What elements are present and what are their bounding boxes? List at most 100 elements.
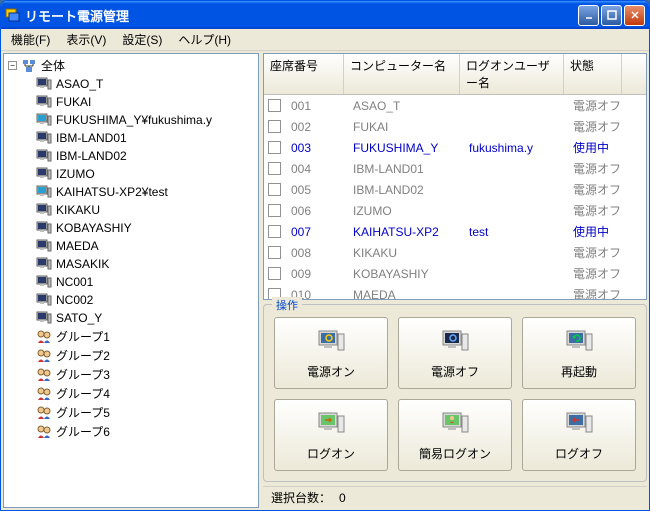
power-off-label: 電源オフ <box>431 363 479 380</box>
easy-logon-icon <box>439 409 471 441</box>
tree-item[interactable]: SATO_Y <box>6 309 256 327</box>
tree-item[interactable]: ASAO_T <box>6 75 256 93</box>
menu-help[interactable]: ヘルプ(H) <box>170 29 239 50</box>
list-row[interactable]: 002FUKAI電源オフ <box>264 116 646 137</box>
logoff-label: ログオフ <box>555 445 603 462</box>
cell-state: 電源オフ <box>567 285 625 300</box>
power-on-label: 電源オン <box>307 363 355 380</box>
list-row[interactable]: 004IBM-LAND01電源オフ <box>264 158 646 179</box>
reboot-icon <box>563 327 595 359</box>
list-row[interactable]: 008KIKAKU電源オフ <box>264 242 646 263</box>
tree-item-label: FUKAI <box>56 95 91 109</box>
tree-item[interactable]: IBM-LAND02 <box>6 147 256 165</box>
network-icon <box>21 58 37 74</box>
reboot-label: 再起動 <box>561 363 597 380</box>
cell-state: 電源オフ <box>567 180 625 199</box>
tree-item[interactable]: グループ2 <box>6 346 256 365</box>
tree-item[interactable]: IZUMO <box>6 165 256 183</box>
tree-item[interactable]: NC001 <box>6 273 256 291</box>
app-window: リモート電源管理 機能(F) 表示(V) 設定(S) ヘルプ(H) − 全体 A… <box>0 0 650 511</box>
col-state[interactable]: 状態 <box>564 54 622 94</box>
cell-user <box>463 273 567 275</box>
tree-item-label: グループ1 <box>56 328 110 345</box>
tree-item[interactable]: グループ6 <box>6 422 256 441</box>
tree-item-label: NC001 <box>56 275 93 289</box>
cell-user <box>463 252 567 254</box>
menu-setting[interactable]: 設定(S) <box>114 29 170 50</box>
tree-item[interactable]: グループ3 <box>6 365 256 384</box>
tree-item[interactable]: IBM-LAND01 <box>6 129 256 147</box>
cell-state: 電源オフ <box>567 96 625 115</box>
row-checkbox[interactable] <box>268 225 281 238</box>
power-off-button[interactable]: 電源オフ <box>398 317 512 389</box>
easy-logon-button[interactable]: 簡易ログオン <box>398 399 512 471</box>
tree-item-label: KOBAYASHIY <box>56 221 132 235</box>
reboot-button[interactable]: 再起動 <box>522 317 636 389</box>
titlebar[interactable]: リモート電源管理 <box>1 1 649 29</box>
row-checkbox[interactable] <box>268 99 281 112</box>
cell-state: 使用中 <box>567 222 625 241</box>
list-row[interactable]: 001ASAO_T電源オフ <box>264 95 646 116</box>
list-header: 座席番号 コンピューター名 ログオンユーザー名 状態 <box>264 54 646 95</box>
power-on-icon <box>315 327 347 359</box>
close-button[interactable] <box>624 5 645 26</box>
right-panel: 座席番号 コンピューター名 ログオンユーザー名 状態 001ASAO_T電源オフ… <box>263 53 647 508</box>
logon-button[interactable]: ログオン <box>274 399 388 471</box>
row-checkbox[interactable] <box>268 246 281 259</box>
tree-item[interactable]: MAEDA <box>6 237 256 255</box>
tree-item[interactable]: グループ4 <box>6 384 256 403</box>
col-user[interactable]: ログオンユーザー名 <box>460 54 564 94</box>
computer-list[interactable]: 座席番号 コンピューター名 ログオンユーザー名 状態 001ASAO_T電源オフ… <box>263 53 647 300</box>
list-row[interactable]: 003FUKUSHIMA_Yfukushima.y使用中 <box>264 137 646 158</box>
tree-item[interactable]: KOBAYASHIY <box>6 219 256 237</box>
list-row[interactable]: 010MAEDA電源オフ <box>264 284 646 300</box>
col-seat[interactable]: 座席番号 <box>264 54 344 94</box>
tree-item[interactable]: FUKAI <box>6 93 256 111</box>
col-name[interactable]: コンピューター名 <box>344 54 460 94</box>
power-on-button[interactable]: 電源オン <box>274 317 388 389</box>
row-checkbox[interactable] <box>268 204 281 217</box>
tree-item[interactable]: FUKUSHIMA_Y¥fukushima.y <box>6 111 256 129</box>
cell-name: KIKAKU <box>347 245 463 261</box>
pc-icon <box>36 76 52 92</box>
tree-item[interactable]: MASAKIK <box>6 255 256 273</box>
cell-seat: 005 <box>285 182 347 198</box>
tree-item[interactable]: グループ1 <box>6 327 256 346</box>
tree-panel[interactable]: − 全体 ASAO_TFUKAIFUKUSHIMA_Y¥fukushima.yI… <box>3 53 259 508</box>
cell-name: KOBAYASHIY <box>347 266 463 282</box>
logoff-icon <box>563 409 595 441</box>
tree-item[interactable]: NC002 <box>6 291 256 309</box>
cell-state: 電源オフ <box>567 264 625 283</box>
menu-view[interactable]: 表示(V) <box>58 29 114 50</box>
row-checkbox[interactable] <box>268 162 281 175</box>
tree-item-label: IZUMO <box>56 167 95 181</box>
maximize-button[interactable] <box>601 5 622 26</box>
row-checkbox[interactable] <box>268 267 281 280</box>
cell-seat: 007 <box>285 224 347 240</box>
cell-name: FUKUSHIMA_Y <box>347 140 463 156</box>
menu-func[interactable]: 機能(F) <box>3 29 58 50</box>
row-checkbox[interactable] <box>268 141 281 154</box>
pc-icon <box>36 202 52 218</box>
cell-user <box>463 294 567 296</box>
minimize-button[interactable] <box>578 5 599 26</box>
cell-state: 電源オフ <box>567 159 625 178</box>
cell-seat: 008 <box>285 245 347 261</box>
logoff-button[interactable]: ログオフ <box>522 399 636 471</box>
list-row[interactable]: 006IZUMO電源オフ <box>264 200 646 221</box>
tree-item[interactable]: KAIHATSU-XP2¥test <box>6 183 256 201</box>
cell-state: 電源オフ <box>567 117 625 136</box>
list-row[interactable]: 009KOBAYASHIY電源オフ <box>264 263 646 284</box>
list-row[interactable]: 005IBM-LAND02電源オフ <box>264 179 646 200</box>
group-icon <box>36 329 52 345</box>
tree-root[interactable]: − 全体 <box>6 56 256 75</box>
row-checkbox[interactable] <box>268 120 281 133</box>
cell-name: KAIHATSU-XP2 <box>347 224 463 240</box>
pc-icon <box>36 238 52 254</box>
row-checkbox[interactable] <box>268 183 281 196</box>
tree-item[interactable]: KIKAKU <box>6 201 256 219</box>
tree-item-label: MASAKIK <box>56 257 109 271</box>
tree-item[interactable]: グループ5 <box>6 403 256 422</box>
list-row[interactable]: 007KAIHATSU-XP2test使用中 <box>264 221 646 242</box>
tree-expander[interactable]: − <box>8 61 17 70</box>
